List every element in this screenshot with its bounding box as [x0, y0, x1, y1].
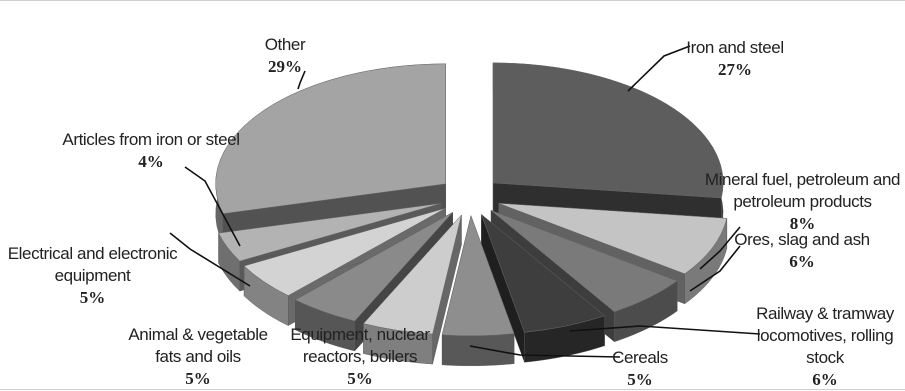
- slice-label: Animal & vegetable fats and oils: [128, 325, 268, 366]
- label-electrical-equipment: Electrical and electronic equipment 5%: [0, 243, 185, 309]
- label-mineral-fuel: Mineral fuel, petroleum and petroleum pr…: [700, 169, 905, 235]
- label-equipment-nuclear: Equipment, nuclear reactors, boilers 5%: [285, 324, 435, 390]
- leader-line: [569, 325, 761, 335]
- label-cereals: Cereals 5%: [585, 347, 695, 391]
- leader-line: [184, 166, 241, 247]
- slice-percent: 5%: [347, 369, 373, 388]
- slice-label: Mineral fuel, petroleum and petroleum pr…: [704, 170, 901, 211]
- leader-line: [297, 70, 306, 90]
- label-articles-iron-steel: Articles from iron or steel 4%: [36, 129, 266, 173]
- slice-label: Railway & tramway locomotives, rolling s…: [756, 304, 894, 367]
- pie-slice: [363, 214, 462, 365]
- slice-percent: 6%: [812, 370, 838, 389]
- leader-line: [469, 345, 621, 358]
- label-iron-and-steel: Iron and steel 27%: [660, 37, 810, 81]
- slice-label: Ores, slag and ash: [734, 230, 870, 249]
- slice-label: Iron and steel: [686, 38, 784, 57]
- pie-slice: [492, 62, 724, 229]
- slice-percent: 5%: [79, 288, 106, 307]
- slice-label: Electrical and electronic equipment: [7, 244, 178, 285]
- label-railway-locomotives: Railway & tramway locomotives, rolling s…: [745, 303, 905, 391]
- leader-line: [689, 245, 741, 292]
- pie-slice: [441, 214, 515, 366]
- slice-percent: 6%: [789, 252, 815, 271]
- label-other: Other 29%: [245, 34, 325, 78]
- leader-line: [627, 45, 691, 92]
- leader-line: [169, 232, 251, 287]
- slice-percent: 29%: [268, 57, 302, 76]
- slice-label: Other: [264, 35, 306, 54]
- slice-percent: 27%: [718, 60, 752, 79]
- label-animal-vegetable-fats: Animal & vegetable fats and oils 5%: [118, 324, 278, 390]
- label-ores-slag-ash: Ores, slag and ash 6%: [712, 229, 892, 273]
- leader-line: [699, 226, 741, 270]
- slice-percent: 5%: [185, 369, 211, 388]
- slice-label: Articles from iron or steel: [62, 130, 240, 149]
- slice-label: Equipment, nuclear reactors, boilers: [290, 325, 430, 366]
- slice-percent: 4%: [138, 152, 164, 171]
- pie-slice: [480, 213, 606, 363]
- slice-label: Cereals: [612, 348, 668, 367]
- slice-percent: 5%: [627, 370, 653, 389]
- slice-percent: 8%: [789, 214, 816, 233]
